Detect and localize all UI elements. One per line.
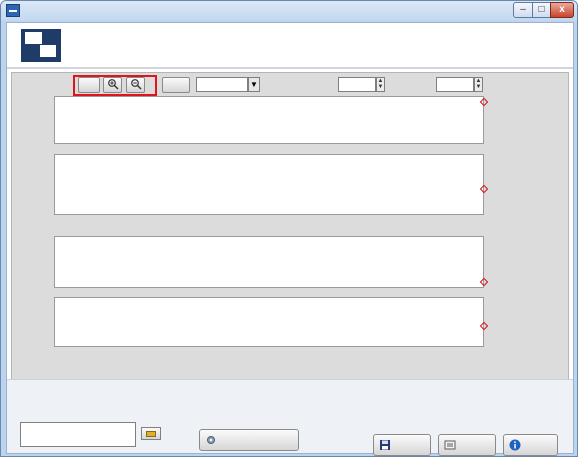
app-icon <box>6 4 20 17</box>
zoom-in-button[interactable] <box>103 77 122 93</box>
chart3-signal <box>55 237 483 287</box>
header-divider <box>7 67 573 69</box>
chevron-down-icon[interactable]: ▼ <box>248 77 260 92</box>
chart-channel-1[interactable] <box>54 96 484 144</box>
logo-wave-icon <box>39 44 57 58</box>
maximize-button[interactable]: □ <box>532 2 551 18</box>
info-icon <box>509 439 521 451</box>
close-button[interactable]: x <box>550 2 574 18</box>
zoom-in-icon <box>107 78 119 90</box>
chart-channel-3[interactable] <box>54 236 484 288</box>
chart2-signal <box>55 155 483 214</box>
browse-folder-button[interactable] <box>141 427 161 440</box>
control-panel <box>7 379 573 453</box>
zoom-out-icon <box>130 78 142 90</box>
save-button[interactable] <box>373 434 431 456</box>
folder-icon <box>146 431 156 437</box>
report-button[interactable] <box>438 434 496 456</box>
report-icon <box>444 439 456 451</box>
current-start-input[interactable] <box>338 77 376 92</box>
chart1-signal <box>55 97 483 143</box>
plot-panel: ▼ ▲ ▼ ▲ ▼ <box>11 72 569 392</box>
save-icon <box>379 439 391 451</box>
chart-channel-4[interactable] <box>54 297 484 347</box>
annotation-button[interactable] <box>162 77 190 93</box>
zoom-out-button[interactable] <box>126 77 145 93</box>
chart-channel-2[interactable] <box>54 154 484 215</box>
zoom-all-button[interactable] <box>78 77 100 93</box>
file-path-input[interactable] <box>20 422 136 447</box>
chart4-signal <box>55 298 483 346</box>
minimize-button[interactable]: – <box>513 2 533 18</box>
channel-settings-button[interactable] <box>199 429 299 451</box>
title-bar: – □ x <box>1 1 577 21</box>
window-spinner[interactable]: ▲ ▼ <box>474 77 483 92</box>
current-start-spinner[interactable]: ▲ ▼ <box>376 77 385 92</box>
client-area: ▼ ▲ ▼ ▲ ▼ <box>6 22 574 454</box>
biosignal-logo <box>21 29 61 62</box>
app-header <box>7 23 573 67</box>
help-button[interactable] <box>503 434 558 456</box>
gear-icon <box>205 434 217 446</box>
plot-mode-select[interactable] <box>196 77 248 92</box>
logo-ecg-icon <box>25 32 42 44</box>
window-input[interactable] <box>436 77 474 92</box>
